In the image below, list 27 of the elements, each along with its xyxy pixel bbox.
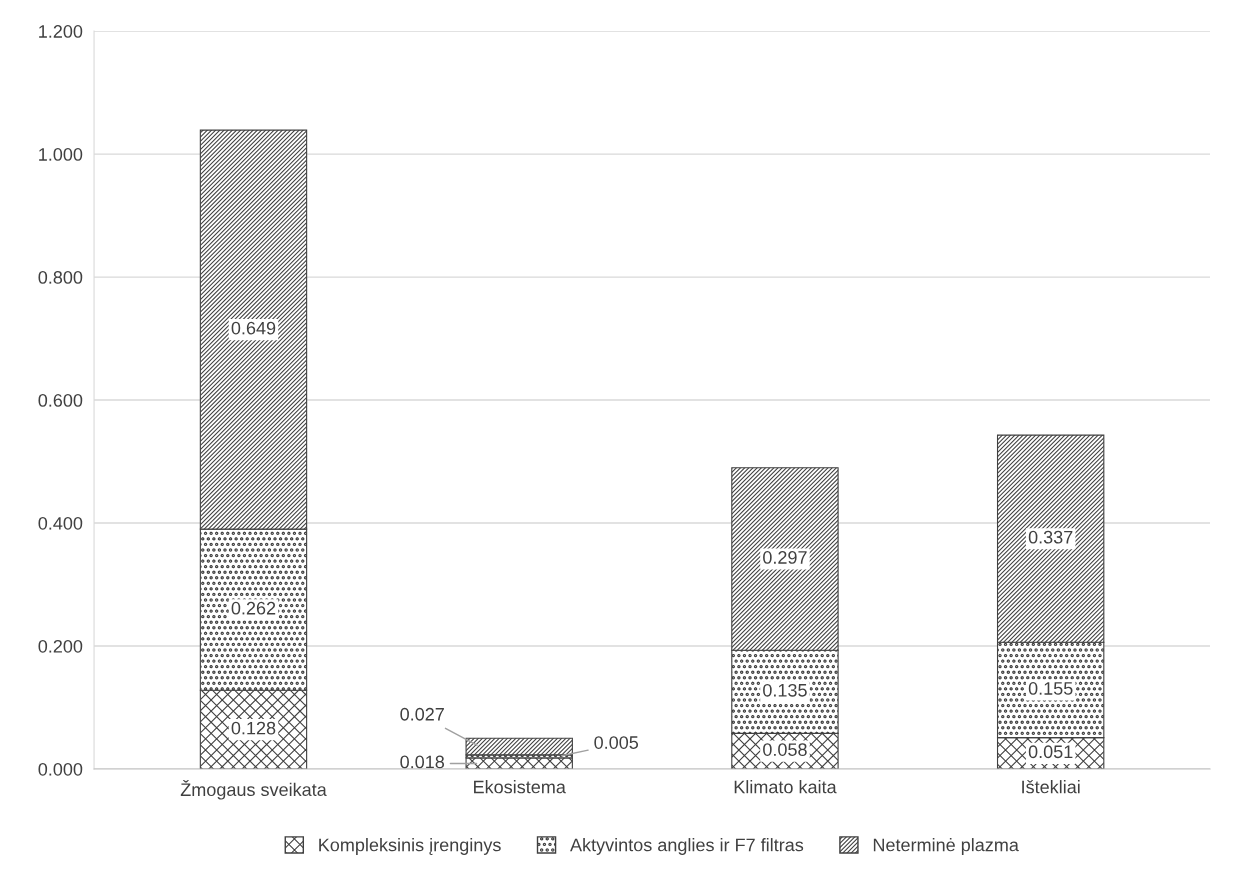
data-label: 0.058: [763, 743, 807, 756]
data-label: 0.297: [763, 551, 807, 564]
data-label: 0.337: [1028, 530, 1073, 544]
x-tick-label: Žmogaus sveikata: [180, 780, 327, 800]
y-tick-label: 0.800: [38, 271, 83, 284]
data-label: 0.155: [1028, 682, 1073, 695]
bar: [465, 737, 573, 756]
data-label: 0.649: [231, 321, 276, 335]
legend-label: Neterminė plazma: [873, 838, 1019, 855]
data-label: 0.051: [1028, 745, 1073, 759]
data-label: 0.135: [763, 683, 807, 697]
legend-label: Kompleksinis įrenginys: [319, 838, 501, 855]
x-tick-label: Ekosistema: [474, 780, 566, 794]
x-tick-label: Ištekliai: [1022, 780, 1080, 794]
y-tick-label: 0.400: [38, 516, 83, 530]
x-tick-label: Klimato kaita: [734, 780, 837, 794]
data-label: 0.262: [231, 601, 276, 615]
data-label: 0.018: [400, 755, 445, 769]
legend-label: Aktyvintos anglies ir F7 filtras: [570, 838, 804, 855]
y-tick-label: 0.000: [38, 762, 83, 776]
y-tick-label: 1.000: [39, 148, 83, 161]
y-tick-label: 0.200: [38, 639, 83, 653]
data-label: 0.128: [231, 721, 276, 735]
data-label: 0.005: [594, 736, 639, 749]
y-tick-label: 1.200: [39, 25, 83, 38]
data-label: 0.027: [400, 707, 444, 721]
y-tick-label: 0.600: [38, 393, 83, 407]
